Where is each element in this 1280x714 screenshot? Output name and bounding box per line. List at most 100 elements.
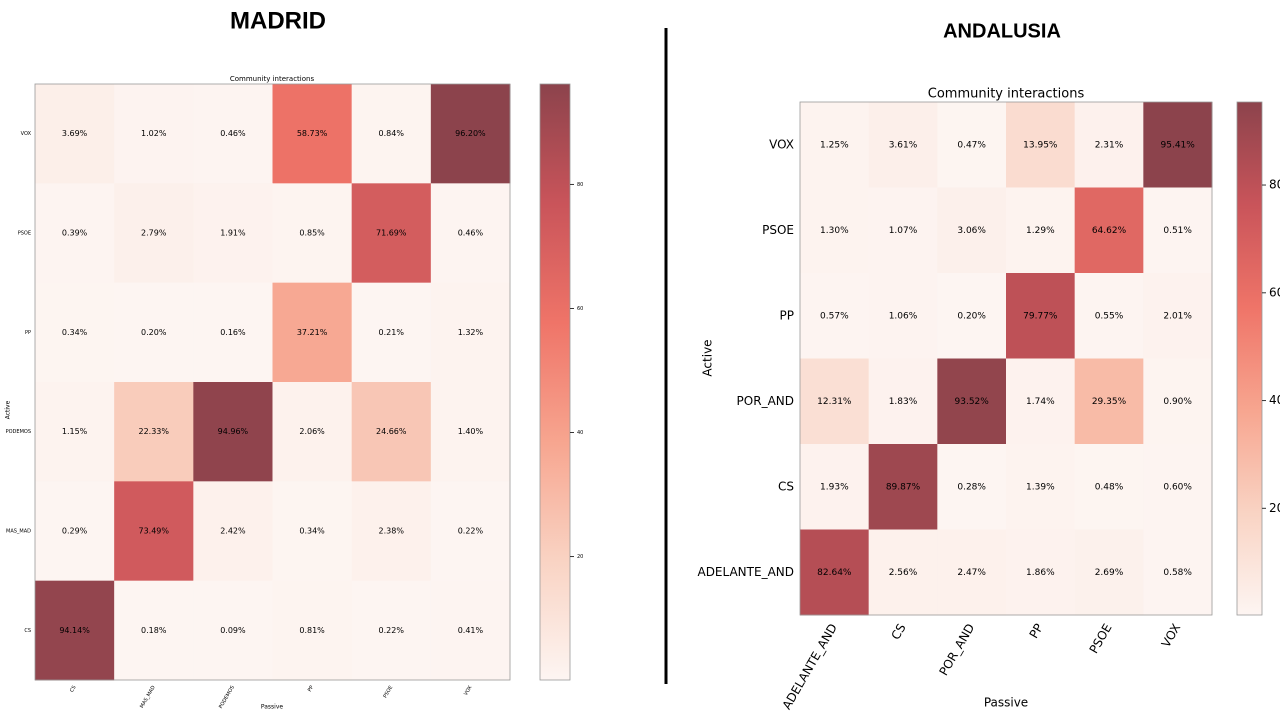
cell-label: 95.41% [1161, 140, 1196, 150]
heatmap-cell [937, 358, 1007, 445]
x-axis-label: Passive [984, 696, 1028, 710]
heatmap-cell [430, 183, 511, 284]
cell-label: 0.34% [62, 328, 88, 337]
heatmap-cell [868, 444, 938, 530]
heatmap-cell [1074, 529, 1144, 616]
x-tick-label: CS [889, 621, 909, 642]
heading: MADRID [230, 7, 326, 34]
cell-label: 93.52% [955, 397, 990, 407]
heatmap-cell [35, 481, 115, 582]
heatmap-cell [351, 580, 432, 681]
cell-label: 1.39% [1026, 482, 1055, 492]
cell-label: 37.21% [297, 328, 328, 337]
cell-label: 0.58% [1163, 568, 1192, 578]
heatmap-cell [193, 481, 273, 582]
cell-label: 1.93% [820, 482, 849, 492]
cell-label: 2.79% [141, 229, 167, 238]
heatmap-cell [272, 282, 353, 383]
y-tick-label: PP [780, 308, 794, 322]
heatmap-cell [1006, 102, 1076, 188]
colorbar [539, 83, 571, 681]
cell-label: 1.83% [889, 397, 918, 407]
heatmap-cell [868, 273, 938, 359]
cell-label: 0.90% [1163, 397, 1192, 407]
heatmap-cell [114, 481, 194, 582]
heatmap-cell [1143, 444, 1213, 530]
y-tick-label: PODEMOS [6, 429, 31, 435]
heatmap-cell [868, 529, 938, 616]
heatmap-cell [35, 282, 115, 383]
cell-label: 29.35% [1092, 397, 1127, 407]
heatmap-cell [937, 444, 1007, 530]
heatmap-cell [193, 382, 273, 482]
chart-title: Community interactions [928, 87, 1085, 102]
heatmap-cell [1143, 187, 1213, 274]
cell-label: 1.06% [889, 311, 918, 321]
cell-label: 64.62% [1092, 226, 1127, 236]
y-tick-label: CS [778, 479, 794, 493]
heatmap-cell [35, 580, 115, 681]
x-tick-label: PP [1027, 621, 1046, 641]
cell-label: 1.86% [1026, 568, 1055, 578]
chart-title: Community interactions [230, 75, 315, 83]
x-tick-label: VOX [463, 684, 474, 696]
y-tick-label: POR_AND [737, 394, 794, 408]
x-tick-label: PP [307, 685, 315, 693]
heatmap-cell [35, 382, 115, 482]
heatmap-cell [1143, 358, 1213, 445]
heatmap-cell [272, 382, 353, 482]
cell-label: 0.09% [220, 626, 246, 635]
cell-label: 73.49% [138, 527, 169, 536]
heatmap-cell [800, 358, 870, 445]
y-tick-label: PP [25, 330, 31, 336]
cell-label: 0.57% [820, 311, 849, 321]
colorbar [1236, 101, 1263, 616]
heatmap-cell [35, 183, 115, 284]
cell-label: 94.14% [59, 626, 90, 635]
cell-label: 1.40% [458, 427, 484, 436]
cell-label: 0.18% [141, 626, 167, 635]
cell-label: 0.46% [220, 129, 246, 138]
cell-label: 2.47% [957, 568, 986, 578]
cell-label: 1.32% [458, 328, 484, 337]
cell-label: 0.85% [299, 229, 325, 238]
heatmap-cell [430, 382, 511, 482]
y-tick-label: CS [24, 628, 31, 634]
cell-label: 24.66% [376, 427, 407, 436]
cell-label: 2.42% [220, 527, 246, 536]
cell-label: 13.95% [1023, 140, 1058, 150]
cell-label: 0.21% [379, 328, 405, 337]
heatmap-cell [800, 444, 870, 530]
cell-label: 58.73% [297, 129, 328, 138]
x-axis-label: Passive [261, 704, 283, 711]
cell-label: 0.20% [141, 328, 167, 337]
cell-label: 1.29% [1026, 226, 1055, 236]
x-tick-label: MAS_MAD [139, 685, 157, 710]
heatmap-cell [1006, 529, 1076, 616]
cell-label: 0.46% [458, 229, 484, 238]
heatmap-cell [1074, 187, 1144, 274]
x-tick-label: CS [69, 685, 78, 694]
cell-label: 1.25% [820, 140, 849, 150]
heatmap-cell [351, 84, 432, 184]
cell-label: 0.22% [379, 626, 405, 635]
y-tick-label: PSOE [18, 231, 31, 237]
heatmap-cell [1006, 187, 1076, 274]
y-axis-label: Active [701, 339, 715, 376]
cell-label: 12.31% [817, 397, 852, 407]
heatmap-cell [937, 273, 1007, 359]
cell-label: 2.69% [1095, 568, 1124, 578]
heatmap-cell [272, 84, 353, 184]
cell-label: 1.91% [220, 229, 246, 238]
heatmap-cell [193, 183, 273, 284]
colorbar-tick-label: 40 [577, 430, 583, 436]
cell-label: 1.30% [820, 226, 849, 236]
heatmap-cell [193, 580, 273, 681]
y-tick-label: MAS_MAD [6, 529, 31, 535]
heatmap-cell [351, 282, 432, 383]
colorbar-tick-label: 20 [1269, 501, 1280, 515]
heatmap-cell [272, 580, 353, 681]
cell-label: 0.51% [1163, 226, 1192, 236]
heatmap-cell [351, 481, 432, 582]
